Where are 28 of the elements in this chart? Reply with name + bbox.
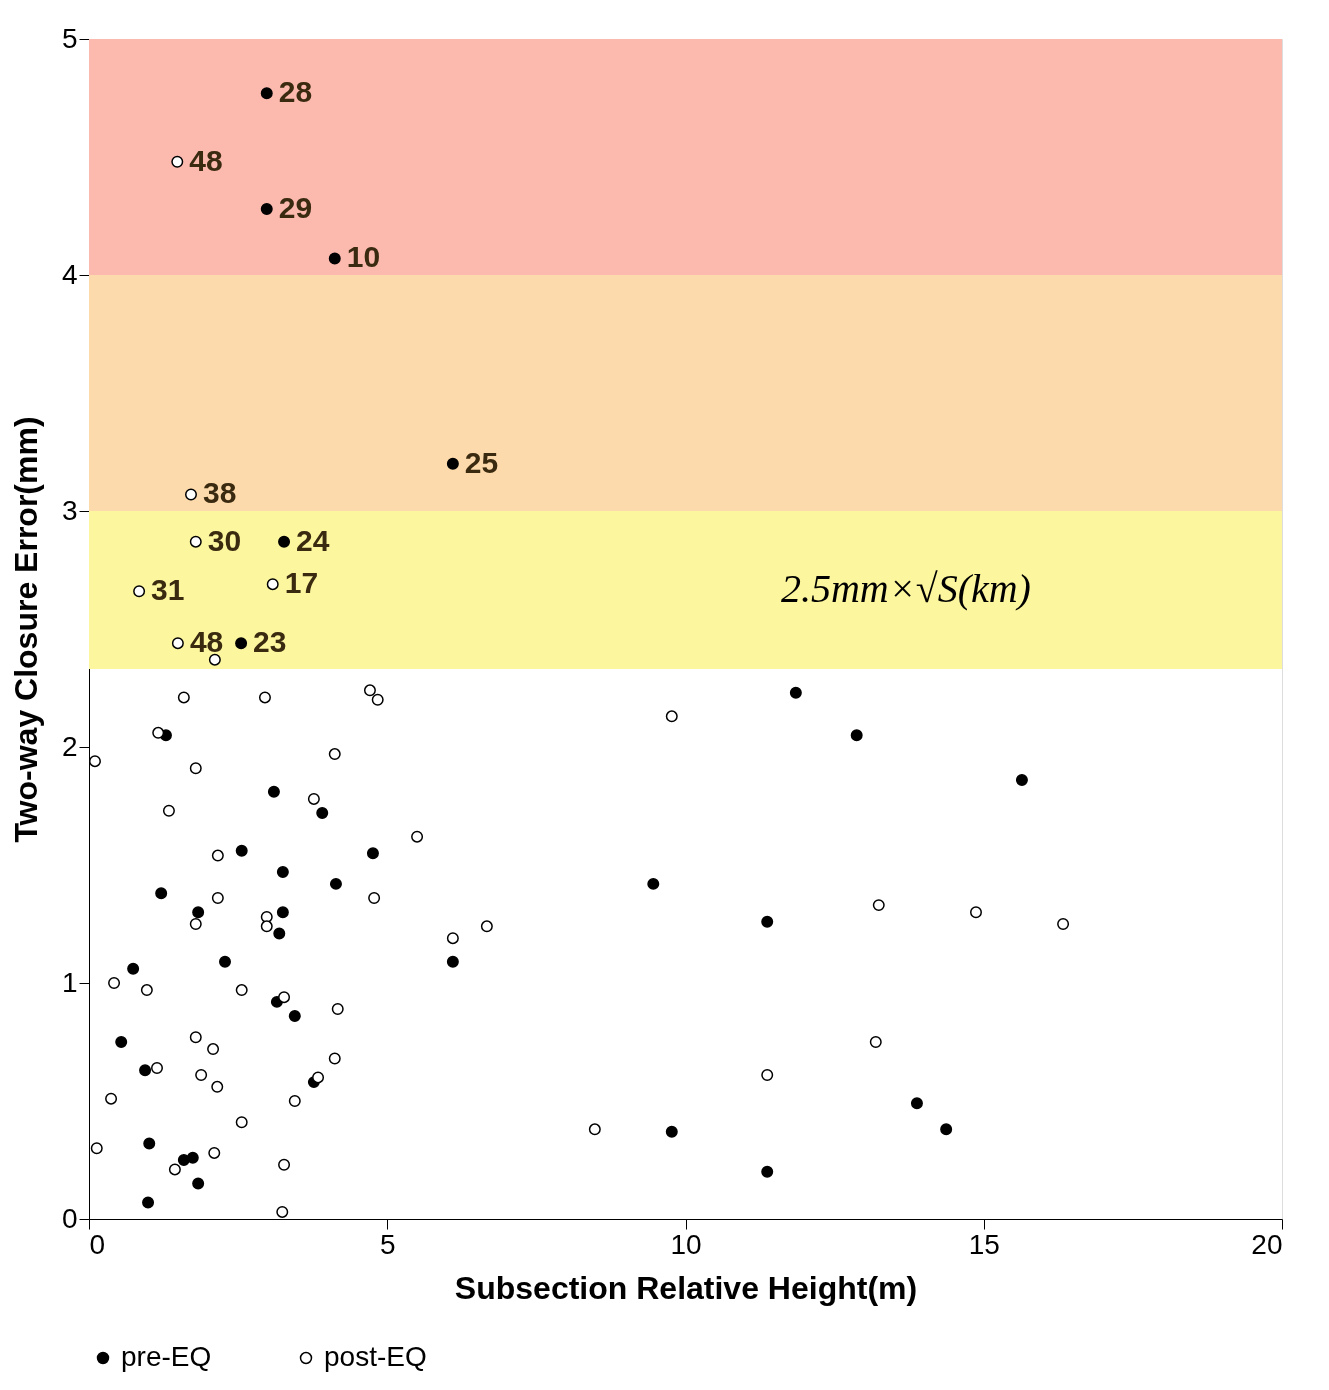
x-axis-title: Subsection Relative Height(m) <box>454 1269 918 1306</box>
y-tick-label: 3 <box>61 494 78 526</box>
y-tick-label: 5 <box>61 22 78 54</box>
annotation: 24 <box>296 523 330 557</box>
x-tick-label: 20 <box>1251 1228 1283 1260</box>
annotation: 48 <box>189 143 223 177</box>
y-axis-title: Two-way Closure Error(mm) <box>7 416 44 843</box>
x-tick-label: 10 <box>670 1228 702 1260</box>
annotation: 17 <box>284 566 319 600</box>
annotation: 2.5mm×√S(km) <box>780 566 1031 612</box>
annotation: 25 <box>464 445 499 479</box>
x-tick-label: 15 <box>968 1228 1000 1260</box>
annotation: 10 <box>346 240 381 274</box>
annotation: 28 <box>278 75 313 109</box>
annotation: 29 <box>278 190 313 224</box>
y-tick-label: 2 <box>61 730 78 762</box>
annotation: 38 <box>203 476 237 510</box>
x-tick-label: 5 <box>379 1228 396 1260</box>
x-tick-label: 0 <box>89 1228 106 1260</box>
annotation: 30 <box>207 523 242 557</box>
annotation: 23 <box>253 625 287 659</box>
annotation: 48 <box>189 625 224 659</box>
legend-label: post-EQ <box>324 1341 427 1372</box>
legend-label: pre-EQ <box>121 1341 212 1372</box>
annotation: 31 <box>151 573 185 607</box>
y-tick-label: 0 <box>61 1202 78 1234</box>
y-tick-label: 1 <box>61 966 78 998</box>
y-tick-label: 4 <box>61 258 78 290</box>
